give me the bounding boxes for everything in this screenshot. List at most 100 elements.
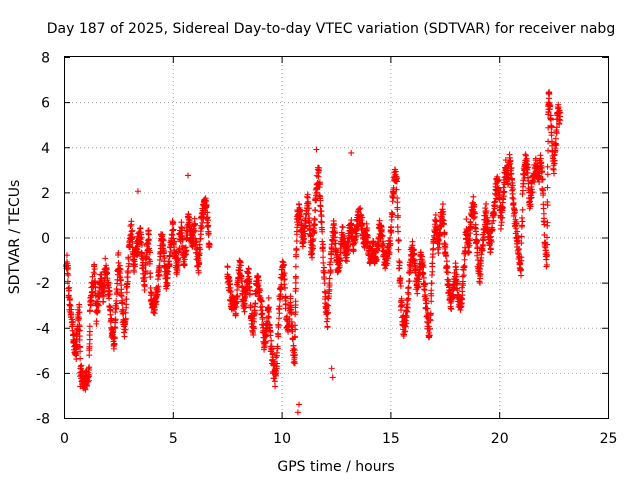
- data-point: [418, 253, 425, 260]
- data-point: [324, 323, 331, 330]
- data-point: [278, 281, 285, 288]
- data-point: [293, 245, 300, 252]
- data-point: [122, 315, 129, 322]
- data-point: [65, 272, 72, 279]
- data-point: [544, 163, 551, 170]
- data-point: [234, 292, 241, 299]
- data-point: [321, 269, 328, 276]
- data-point: [327, 267, 334, 274]
- data-point: [423, 295, 430, 302]
- data-point: [146, 236, 153, 243]
- data-point: [88, 297, 95, 304]
- data-point: [178, 232, 185, 239]
- data-point: [348, 222, 355, 229]
- data-point: [94, 308, 101, 315]
- data-point: [267, 332, 274, 339]
- data-point: [443, 252, 450, 259]
- data-point: [392, 168, 399, 175]
- data-point: [435, 250, 442, 257]
- data-point: [489, 226, 496, 233]
- data-point: [170, 244, 177, 251]
- data-point: [428, 292, 435, 299]
- data-point: [306, 215, 313, 222]
- data-point: [268, 337, 275, 344]
- data-point: [429, 268, 436, 275]
- data-point: [73, 352, 80, 359]
- data-point: [123, 304, 130, 311]
- data-point: [271, 378, 278, 385]
- data-point: [509, 187, 516, 194]
- data-point: [205, 231, 212, 238]
- data-point: [141, 274, 148, 281]
- data-point: [499, 214, 506, 221]
- data-point: [518, 233, 525, 240]
- data-point: [282, 300, 289, 307]
- data-point: [468, 223, 475, 230]
- data-point: [359, 214, 366, 221]
- data-point: [77, 348, 84, 355]
- data-point: [311, 229, 318, 236]
- data-point: [110, 328, 117, 335]
- data-point: [389, 194, 396, 201]
- data-point: [459, 273, 466, 280]
- data-point: [428, 280, 435, 287]
- data-point: [407, 263, 414, 270]
- data-point: [557, 109, 564, 116]
- data-point: [76, 315, 83, 322]
- data-point: [265, 294, 272, 301]
- data-point: [125, 260, 132, 267]
- data-point: [156, 271, 163, 278]
- data-point: [110, 345, 117, 352]
- data-point: [332, 230, 339, 237]
- data-point: [286, 315, 293, 322]
- data-point: [290, 359, 297, 366]
- data-point: [540, 205, 547, 212]
- data-point: [100, 293, 107, 300]
- data-point: [245, 266, 252, 273]
- data-point: [112, 316, 119, 323]
- data-point: [281, 276, 288, 283]
- data-point: [404, 304, 411, 311]
- data-point: [144, 246, 151, 253]
- data-point: [325, 302, 332, 309]
- data-point: [544, 171, 551, 178]
- data-point: [544, 184, 551, 191]
- data-point: [495, 185, 502, 192]
- data-point: [328, 365, 335, 372]
- plot-frame: [64, 56, 609, 419]
- data-point: [517, 266, 524, 273]
- data-point: [397, 274, 404, 281]
- data-point: [186, 219, 193, 226]
- data-point: [440, 220, 447, 227]
- data-point: [405, 291, 412, 298]
- data-point: [500, 196, 507, 203]
- data-point: [66, 295, 73, 302]
- data-point: [82, 386, 89, 393]
- data-point: [134, 248, 141, 255]
- data-point: [414, 284, 421, 291]
- data-point: [115, 259, 122, 266]
- y-tick-label: 6: [41, 96, 50, 112]
- data-point: [128, 228, 135, 235]
- data-point: [447, 305, 454, 312]
- data-point: [312, 207, 319, 214]
- data-point: [101, 285, 108, 292]
- data-point: [378, 226, 385, 233]
- data-point: [439, 201, 446, 208]
- data-point: [106, 295, 113, 302]
- data-point: [329, 374, 336, 381]
- data-point: [544, 234, 551, 241]
- data-point: [261, 342, 268, 349]
- data-point: [477, 271, 484, 278]
- data-point: [131, 263, 138, 270]
- data-point: [291, 351, 298, 358]
- data-point: [403, 320, 410, 327]
- data-point: [154, 286, 161, 293]
- data-point: [444, 264, 451, 271]
- x-tick-label: 25: [600, 431, 618, 447]
- y-tick-label: -6: [36, 366, 50, 382]
- data-point: [337, 255, 344, 262]
- data-point: [138, 234, 145, 241]
- y-tick-label: 8: [41, 51, 50, 67]
- data-point: [524, 164, 531, 171]
